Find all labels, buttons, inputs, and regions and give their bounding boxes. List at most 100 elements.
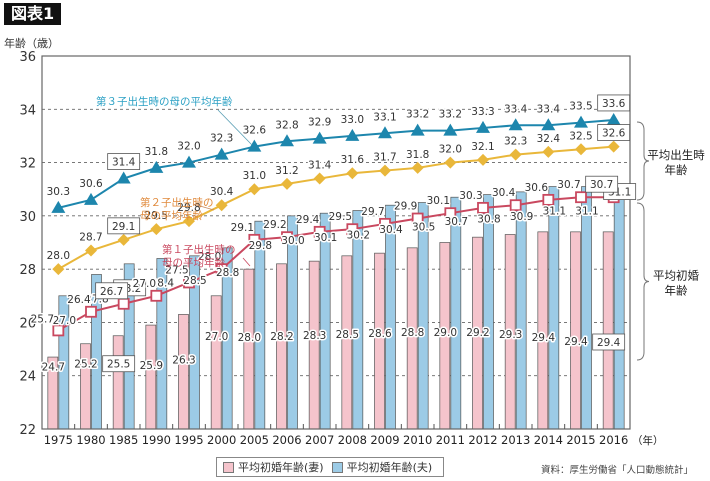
third-child-label: 33.4: [537, 103, 561, 115]
first-child-label: 30.7: [557, 179, 580, 191]
bar-label-wife: 27.0: [205, 331, 228, 343]
y-tick-label: 34: [19, 103, 36, 118]
third-child-label-box: [107, 153, 141, 170]
bracket-marriage-age-brace: [636, 202, 650, 361]
bar-label-husband-halo: 30.1: [314, 232, 337, 244]
bar-label-wife: 25.9: [140, 360, 163, 372]
first-child-marker: [248, 233, 261, 246]
bar-wife: [145, 324, 157, 430]
first-child-label: 29.9: [394, 201, 417, 213]
first-child-marker: [52, 324, 65, 337]
second-child-label-halo: 32.4: [537, 133, 561, 145]
second-child-label-halo: 29.1: [112, 221, 135, 233]
bar-husband: [548, 186, 560, 430]
bar-label-husband-halo: 28.5: [183, 275, 206, 287]
first-child-marker: [379, 217, 391, 230]
bar-husband: [254, 220, 266, 430]
third-child-label: 31.8: [145, 146, 168, 158]
bar-label-wife: 28.6: [368, 328, 392, 340]
annotation-first-child: 母の平均年齢: [162, 256, 225, 269]
first-child-label-halo: 30.7: [590, 179, 613, 191]
second-child-marker: [509, 148, 522, 161]
third-child-marker: [312, 131, 327, 144]
annotations: 第３子出生時の母の平均年齢第２子出生時の母の平均年齢第１子出生時の母の平均年齢平…: [96, 95, 705, 361]
first-child-label: 30.7: [590, 179, 613, 191]
bar-label-husband-halo: 30.4: [379, 224, 403, 236]
first-child-marker: [411, 212, 424, 225]
x-tick-label: 2010: [403, 433, 432, 447]
second-child-marker: [346, 167, 359, 180]
bar-wife: [80, 343, 91, 430]
bar-husband: [319, 212, 331, 430]
bar-label-husband-halo: 31.1: [575, 206, 598, 218]
third-child-label: 33.2: [406, 109, 429, 121]
third-child-label-halo: 32.6: [243, 125, 267, 137]
x-tick-label: 2008: [338, 433, 367, 447]
legend-item-wife: 平均初婚年齢(妻): [223, 459, 324, 475]
first-child-label: 27.5: [165, 264, 188, 276]
second-child-label: 28.0: [47, 250, 70, 262]
third-child-marker: [247, 139, 262, 152]
bar-label-husband: 28.5: [183, 275, 206, 287]
first-child-label: 29.2: [263, 219, 286, 231]
bar-label-husband: 30.8: [477, 214, 500, 226]
first-child-label-halo: 29.2: [263, 219, 286, 231]
annotation-third-child: 第３子出生時の母の平均年齢: [96, 95, 233, 108]
first-child-label-halo: 30.7: [557, 179, 580, 191]
x-tick-label: 2007: [305, 433, 334, 447]
bracket-marriage-age-label: 年齢: [665, 284, 688, 298]
bracket-birth-age-label: 平均出生時: [647, 148, 705, 162]
bar-husband: [287, 215, 298, 430]
bar-wife: [210, 295, 222, 430]
bar-label-husband: 30.0: [281, 235, 304, 247]
bar-label-wife-halo: 28.6: [368, 328, 392, 340]
bar-husband: [613, 186, 625, 430]
bar-label-wife: 26.3: [172, 355, 195, 367]
first-child-label-halo: 29.1: [231, 222, 254, 234]
bar-husband: [417, 202, 429, 430]
second-child-label: 32.5: [569, 130, 592, 142]
second-child-label: 29.8: [177, 202, 200, 214]
bar-husband: [581, 186, 592, 430]
second-child-label-halo: 31.2: [275, 165, 298, 177]
third-child-label: 32.9: [308, 117, 331, 129]
bar-wife: [537, 231, 549, 430]
source-note: 資料：厚生労働省「人口動態統計」: [541, 465, 694, 476]
bar-label-wife: 28.8: [401, 327, 424, 339]
bar-label-wife: 28.3: [303, 330, 326, 342]
second-child-label: 31.2: [275, 165, 298, 177]
bar-label-husband: 30.4: [379, 224, 403, 236]
bar-label-wife-halo: 26.3: [172, 355, 195, 367]
x-tick-label: 1990: [142, 433, 171, 447]
first-child-label-halo: 28.0: [198, 251, 221, 263]
annotation-second-child: 母の平均年齢: [140, 209, 203, 222]
bar-label-husband: 28.8: [216, 267, 239, 279]
first-child-marker: [542, 193, 555, 206]
bar-label-husband: 30.9: [510, 211, 533, 223]
first-child-label: 26.4: [67, 294, 91, 306]
first-child-label-halo: 27.5: [165, 264, 188, 276]
second-child-label: 32.0: [439, 144, 462, 156]
y-tick-label: 36: [19, 50, 36, 65]
third-child-label: 32.6: [243, 125, 267, 137]
bar-label-wife-halo: 29.2: [466, 327, 489, 339]
second-child-label-halo: 28.0: [47, 250, 70, 262]
bar-husband: [515, 191, 527, 430]
first-child-label-box: [585, 175, 619, 193]
legend-item-husband: 平均初婚年齢(夫): [331, 459, 432, 475]
second-child-label: 31.4: [308, 160, 332, 172]
bar-label-wife-halo: 29.4: [597, 337, 621, 349]
bar-label-husband-halo: 29.8: [249, 240, 272, 252]
second-child-label-halo: 31.0: [243, 170, 266, 182]
first-child-label-halo: 29.9: [394, 201, 417, 213]
second-child-marker: [607, 140, 620, 153]
first-child-label: 29.1: [231, 222, 254, 234]
first-child-label-halo: 27.0: [133, 278, 156, 290]
x-tick-label: 1995: [174, 433, 203, 447]
third-child-label-halo: 33.0: [341, 114, 364, 126]
first-child-label-halo: 29.4: [296, 214, 320, 226]
x-tick-label: 2012: [468, 433, 497, 447]
bar-label-wife: 29.2: [466, 327, 489, 339]
second-child-marker: [542, 145, 555, 158]
